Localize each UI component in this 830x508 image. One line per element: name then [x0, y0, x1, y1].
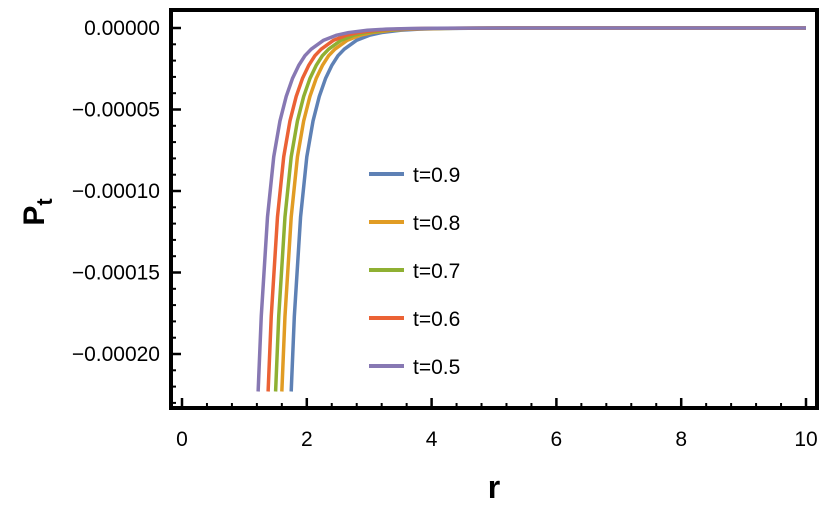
x-tick-label: 6	[551, 428, 563, 451]
y-tick-label: −0.00010	[72, 180, 160, 203]
axis-ticks	[171, 26, 808, 408]
legend-label: t=0.6	[413, 308, 460, 331]
x-tick-label: 8	[675, 428, 687, 451]
series-lines	[256, 26, 806, 392]
x-axis-title: r	[488, 469, 500, 505]
legend-label: t=0.9	[413, 164, 460, 187]
y-tick-label: 0.00000	[84, 17, 160, 40]
series-line-5	[256, 26, 806, 392]
legend: t=0.9 t=0.8 t=0.7 t=0.6 t=0.5	[369, 164, 460, 379]
legend-label: t=0.7	[413, 260, 460, 283]
x-tick-label: 10	[794, 428, 817, 451]
x-tick-label: 0	[176, 428, 188, 451]
y-axis-title-main: P	[18, 206, 51, 226]
y-tick-label: −0.00015	[72, 262, 160, 285]
y-tick-label: −0.00005	[72, 99, 160, 122]
y-tick-label: −0.00020	[72, 343, 160, 366]
axis-tick-labels: 0 2 4 6 8 10 0.00000 −0.00005 −0.00010 −0.00015 −0…	[72, 17, 818, 451]
x-tick-label: 4	[426, 428, 438, 451]
legend-label: t=0.5	[413, 356, 460, 379]
y-axis-title-subscript: t	[32, 198, 57, 206]
legend-label: t=0.8	[413, 212, 460, 235]
y-axis-title: Pt	[18, 198, 57, 226]
x-tick-label: 2	[301, 428, 313, 451]
